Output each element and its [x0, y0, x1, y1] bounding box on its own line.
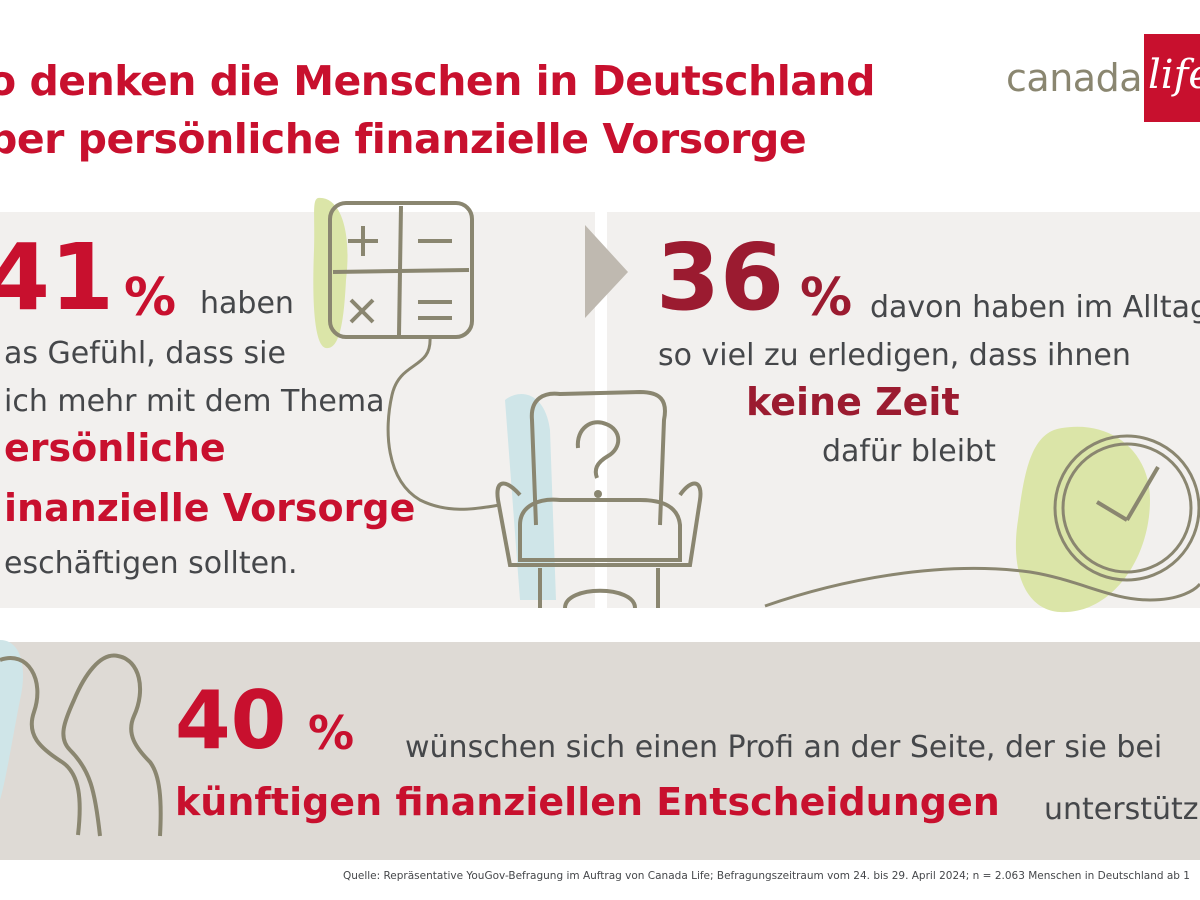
stat2-emphasis: keine Zeit [746, 380, 960, 424]
stat1-word: haben [200, 286, 294, 321]
stat3-tail: unterstütz [1044, 792, 1199, 827]
stat1-line-2: as Gefühl, dass sie [4, 336, 286, 371]
stat3-line-1: wünschen sich einen Profi an der Seite, … [405, 730, 1163, 765]
page-title-line-2: ber persönliche finanzielle Vorsorge [0, 115, 807, 163]
stat2-percent: % [800, 268, 853, 328]
stat2-number: 36 [656, 224, 785, 331]
page-title-line-1: o denken die Menschen in Deutschland [0, 57, 875, 105]
source-note: Quelle: Repräsentative YouGov-Befragung … [342, 870, 1190, 882]
stat3-number: 40 [175, 674, 287, 767]
stat1-line-6: eschäftigen sollten. [4, 546, 298, 581]
stat1-line-3: ich mehr mit dem Thema [4, 384, 385, 419]
calculator-icon [313, 197, 501, 511]
stat2-line-4: dafür bleibt [822, 434, 996, 469]
logo-wordmark: canada [1006, 56, 1142, 100]
stat2-line-1: davon haben im Alltag [870, 290, 1200, 325]
page-title: o denken die Menschen in Deutschland ber… [0, 52, 875, 168]
stat3-emphasis: künftigen finanziellen Entscheidungen [175, 780, 1000, 824]
people-icon [0, 640, 163, 837]
stat1-emphasis-2: inanzielle Vorsorge [4, 486, 416, 530]
clock-icon [764, 426, 1200, 613]
stat-panel-left [0, 212, 595, 608]
stat-panel-bottom [0, 642, 1200, 860]
logo-box: life [1144, 34, 1200, 122]
arrow-icon [585, 225, 628, 318]
stat1-number: 41 [0, 224, 115, 331]
stat1-percent: % [124, 268, 177, 328]
logo-script: life [1148, 52, 1200, 98]
stat2-line-2: so viel zu erledigen, dass ihnen [658, 338, 1131, 373]
stat1-emphasis-1: ersönliche [4, 426, 226, 470]
stat3-percent: % [308, 706, 355, 760]
armchair-question-icon [495, 389, 703, 609]
canada-life-logo: canada life [940, 34, 1200, 122]
